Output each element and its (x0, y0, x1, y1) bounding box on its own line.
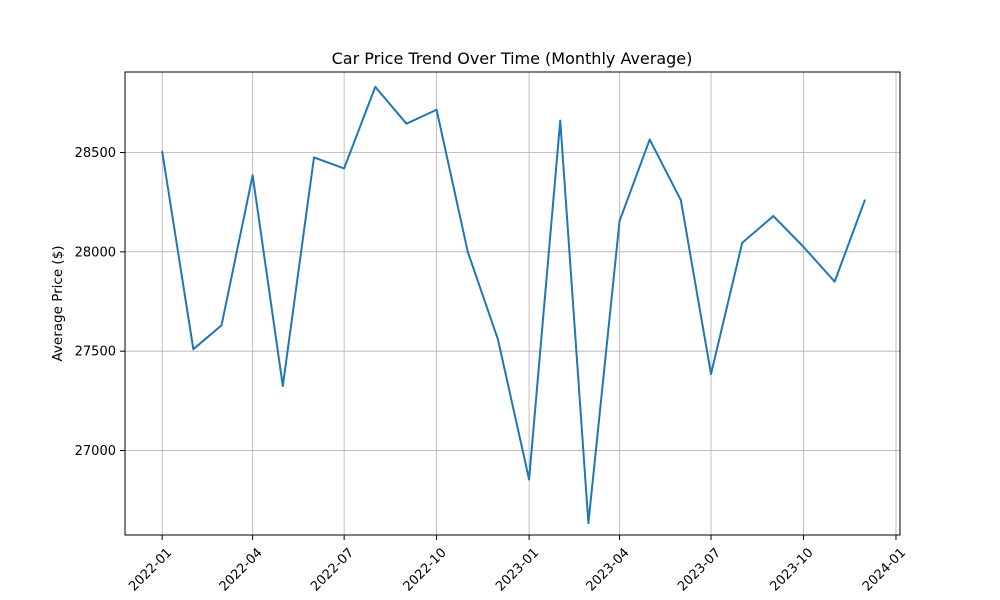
data-point (648, 138, 651, 141)
data-point (679, 199, 682, 202)
data-point (833, 280, 836, 283)
y-tick-label: 27000 (75, 444, 116, 459)
data-point (435, 108, 438, 111)
data-point (466, 250, 469, 253)
series-layer (161, 85, 866, 525)
data-point (192, 348, 195, 351)
data-point (772, 215, 775, 217)
data-point (497, 338, 499, 341)
data-point (618, 220, 621, 222)
data-point (863, 199, 866, 202)
price-series-line (161, 85, 866, 525)
data-point (710, 373, 712, 375)
y-tick-label: 28000 (75, 245, 116, 260)
data-point (405, 122, 408, 125)
y-tick-label: 27500 (75, 345, 116, 360)
data-point (161, 150, 164, 153)
y-axis-title: Average Price ($) (50, 245, 66, 361)
data-point (374, 86, 377, 88)
data-point (343, 167, 346, 170)
data-point (802, 245, 805, 248)
data-point (528, 478, 530, 481)
data-point (313, 156, 315, 159)
chart-title: Car Price Trend Over Time (Monthly Avera… (332, 49, 693, 68)
plot-frame (124, 71, 901, 536)
grid-lines (125, 72, 900, 535)
data-point (559, 119, 562, 122)
data-point (281, 385, 284, 387)
y-tick-label: 28500 (75, 146, 116, 161)
data-point (251, 174, 254, 177)
data-point (220, 324, 223, 327)
data-point (741, 241, 744, 244)
data-point (587, 522, 590, 524)
